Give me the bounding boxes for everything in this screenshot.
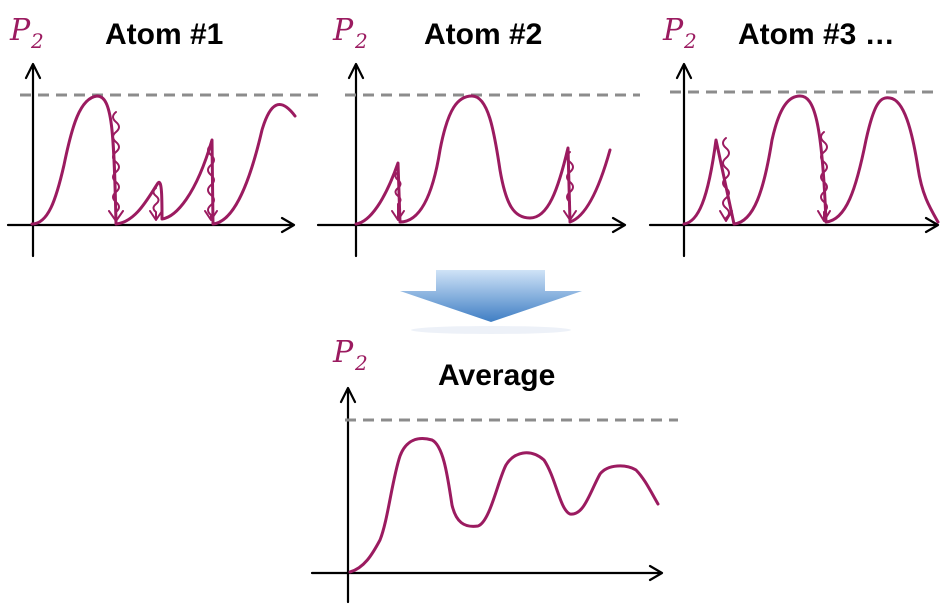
panel-title: Atom #1 [105,18,223,51]
x-axis [310,564,664,582]
decay-arrow [149,187,163,221]
panel-title: Average [438,359,555,392]
probability-curve [354,94,612,226]
probability-curve [30,94,297,226]
panel-atom-2: P 2 Atom #2 [316,13,640,258]
p2-axis-label: P 2 [332,335,368,375]
decay-arrow [719,137,733,222]
x-axis [316,216,627,234]
p-subscript: 2 [354,29,368,53]
panel-atom-1: P 2 Atom #1 [6,13,318,258]
p-label: P [662,13,684,48]
p-label: P [332,335,354,370]
panel-average: P 2 Average [310,335,678,604]
panel-title: Atom #3 … [738,18,895,51]
probability-curve [682,94,940,226]
p2-axis-label: P 2 [332,13,368,53]
decay-arrow [391,171,405,221]
y-axis [347,62,365,258]
down-arrow-icon [400,270,582,334]
panel-atom-3: P 2 Atom #3 … [648,13,940,258]
decay-arrow [563,151,577,221]
decay-arrow [108,111,124,222]
y-axis [339,386,357,604]
x-axis [648,216,940,234]
y-axis [24,62,42,258]
decay-arrow [204,144,218,221]
panel-title: Atom #2 [424,18,542,51]
decay-arrow [817,131,831,222]
x-axis [6,216,296,234]
p2-axis-label: P 2 [662,13,697,53]
p-label: P [332,13,354,48]
p-subscript: 2 [30,29,44,53]
p2-axis-label: P 2 [9,13,44,53]
p-label: P [9,13,31,48]
p-subscript: 2 [354,351,368,375]
p-subscript: 2 [683,29,697,53]
average-probability-curve [348,437,660,574]
